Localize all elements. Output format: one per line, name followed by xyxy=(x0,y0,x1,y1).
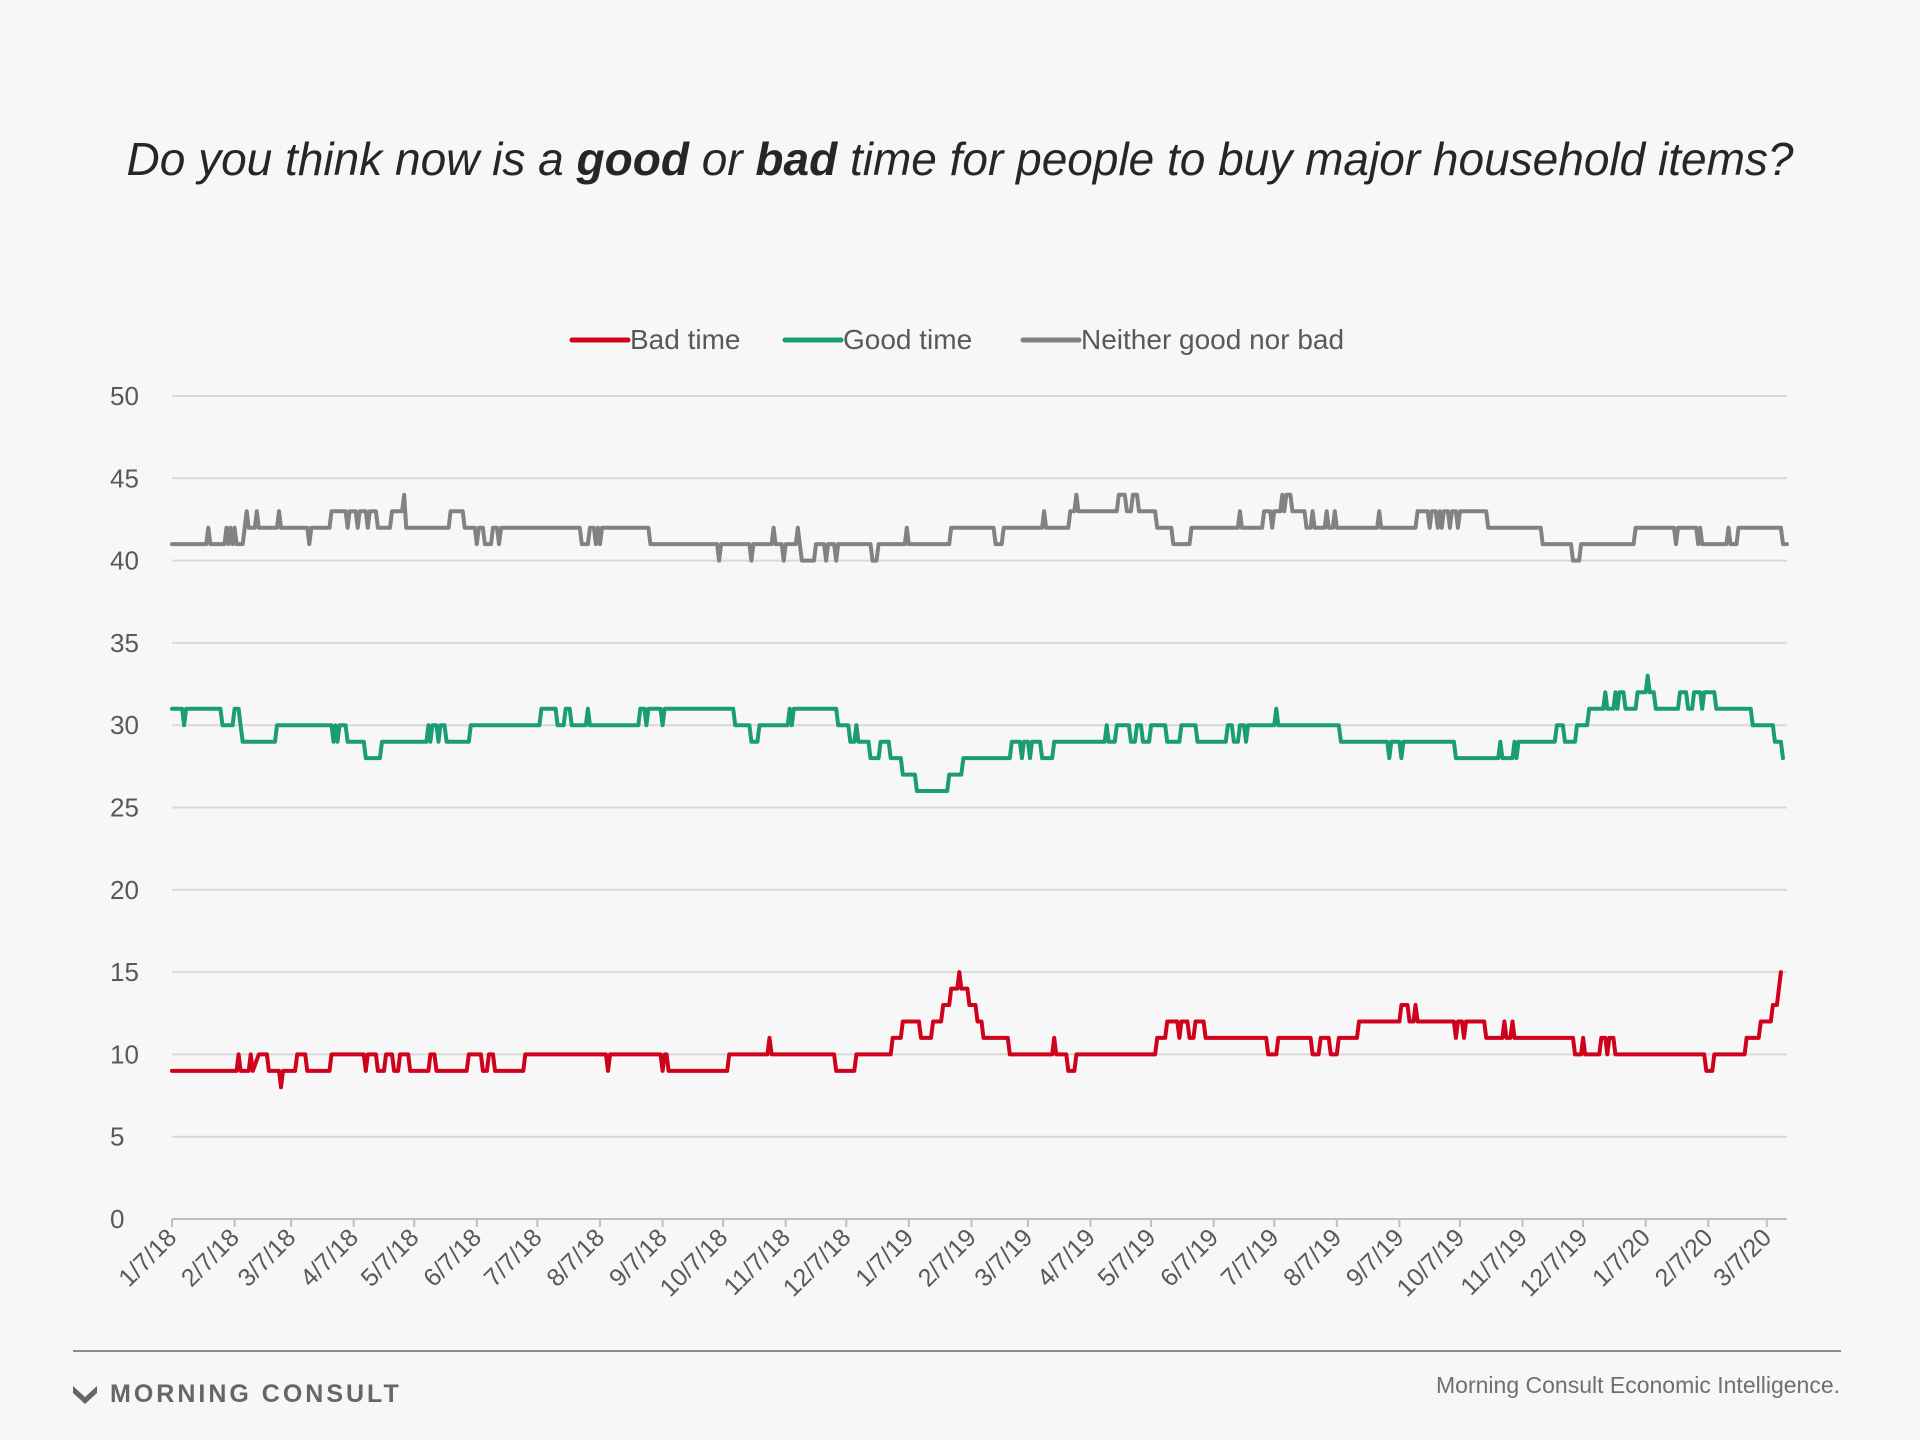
line-chart: Bad time Good time Neither good nor bad 0 5… xyxy=(110,324,1789,1302)
y-tick-label: 40 xyxy=(110,546,139,576)
series-line-2 xyxy=(170,492,1789,563)
y-tick-label: 5 xyxy=(110,1122,124,1152)
x-tick-label: 6/7/18 xyxy=(418,1223,487,1292)
legend-label: Bad time xyxy=(630,324,741,355)
y-tick-label: 35 xyxy=(110,628,139,658)
title-text: time for people to buy major household i… xyxy=(837,133,1794,185)
morning-consult-logo: MORNING CONSULT xyxy=(72,1380,402,1409)
x-tick-label: 5/7/19 xyxy=(1092,1223,1161,1292)
x-tick-label: 12/7/19 xyxy=(1515,1223,1594,1302)
y-tick-label: 45 xyxy=(110,463,139,493)
legend-label: Good time xyxy=(843,324,972,355)
y-tick-label: 0 xyxy=(110,1204,124,1234)
x-tick-label: 10/7/19 xyxy=(1391,1223,1470,1302)
series-line-0 xyxy=(170,970,1783,1090)
x-tick-label: 10/7/18 xyxy=(655,1223,734,1302)
x-tick-label: 6/7/19 xyxy=(1155,1223,1224,1292)
legend-label: Neither good nor bad xyxy=(1081,324,1344,355)
x-tick-label: 8/7/18 xyxy=(541,1223,610,1292)
x-tick-label: 5/7/18 xyxy=(356,1223,425,1292)
y-axis: 0 5 10 15 20 25 30 35 40 45 50 xyxy=(110,381,139,1234)
y-tick-label: 10 xyxy=(110,1039,139,1069)
x-tick-label: 2/7/19 xyxy=(913,1223,982,1292)
footer-divider xyxy=(73,1350,1841,1352)
logo-mark-icon xyxy=(73,1385,97,1404)
y-tick-label: 25 xyxy=(110,793,139,823)
y-tick-label: 15 xyxy=(110,957,139,987)
x-tick-label: 4/7/18 xyxy=(295,1223,364,1292)
grid xyxy=(172,395,1787,1220)
x-tick-label: 2/7/18 xyxy=(176,1223,245,1292)
chart-title: Do you think now is a good or bad time f… xyxy=(0,132,1920,186)
x-tick-label: 8/7/19 xyxy=(1278,1223,1347,1292)
y-tick-label: 20 xyxy=(110,875,139,905)
x-tick-label: 4/7/19 xyxy=(1032,1223,1101,1292)
x-tick-label: 7/7/19 xyxy=(1216,1223,1285,1292)
title-bad-word: bad xyxy=(755,133,838,185)
legend: Bad time Good time Neither good nor bad xyxy=(569,324,1344,355)
title-text: Do you think now is a xyxy=(126,133,577,185)
x-tick-label: 7/7/18 xyxy=(479,1223,548,1292)
x-tick-label: 1/7/20 xyxy=(1587,1223,1656,1292)
x-tick-label: 3/7/19 xyxy=(969,1223,1038,1292)
y-tick-label: 30 xyxy=(110,710,139,740)
x-axis: 1/7/182/7/183/7/184/7/185/7/186/7/187/7/… xyxy=(113,1218,1787,1302)
title-good-word: good xyxy=(576,133,689,185)
x-tick-label: 1/7/19 xyxy=(850,1223,919,1292)
logo-text: MORNING CONSULT xyxy=(110,1380,402,1408)
title-text: or xyxy=(688,133,756,185)
x-tick-label: 3/7/18 xyxy=(232,1223,301,1292)
x-tick-label: 3/7/20 xyxy=(1708,1223,1777,1292)
series-group xyxy=(170,492,1789,1090)
x-tick-label: 12/7/18 xyxy=(778,1223,857,1302)
source-note: Morning Consult Economic Intelligence. xyxy=(1436,1372,1840,1398)
series-line-1 xyxy=(170,673,1785,793)
y-tick-label: 50 xyxy=(110,381,139,411)
x-tick-label: 2/7/20 xyxy=(1650,1223,1719,1292)
